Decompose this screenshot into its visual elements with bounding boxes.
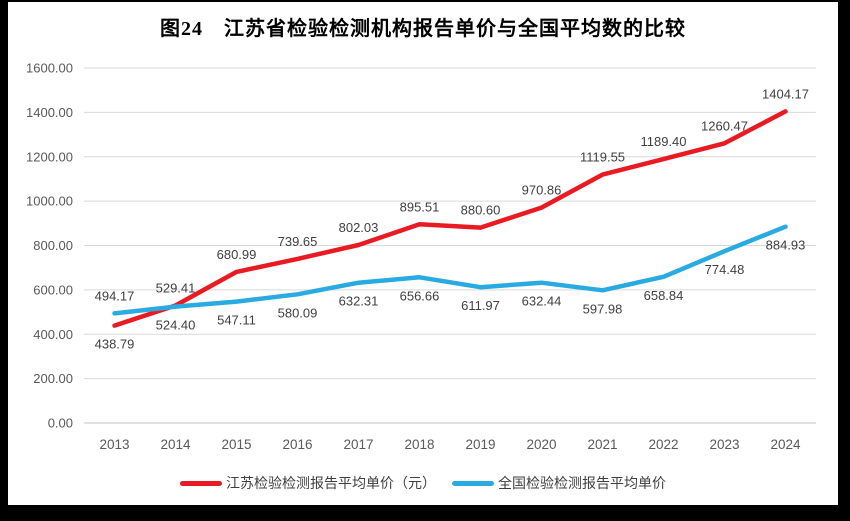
x-axis-tick-label: 2019 (465, 437, 495, 452)
x-axis-tick-label: 2021 (587, 437, 617, 452)
data-label: 1260.47 (701, 118, 748, 133)
line-chart-plot-area: 0.00 200.00 400.00 600.00 800.00 1000.00 1200.… (26, 61, 816, 452)
x-axis-tick-label: 2014 (160, 437, 191, 452)
x-axis-tick-label: 2024 (770, 437, 801, 452)
national-series-line (112, 224, 788, 316)
x-axis-tick-label: 2018 (404, 437, 434, 452)
data-label: 632.31 (339, 294, 379, 309)
data-label: 580.09 (278, 305, 318, 320)
chart-title: 图24 江苏省检验检测机构报告单价与全国平均数的比较 (160, 18, 686, 40)
data-label: 597.98 (583, 301, 623, 316)
data-label: 529.41 (156, 281, 196, 296)
x-axis-tick-label: 2022 (648, 437, 678, 452)
x-axis-tick-label: 2016 (282, 437, 312, 452)
data-label: 494.17 (95, 288, 135, 303)
y-axis-tick-label: 1600.00 (26, 61, 73, 76)
x-axis-tick-label: 2023 (709, 437, 739, 452)
jiangsu-series-line (112, 109, 788, 328)
data-label: 880.60 (461, 203, 501, 218)
data-label: 884.93 (766, 238, 806, 253)
legend-swatch-national-line (452, 480, 494, 486)
data-label: 739.65 (278, 234, 318, 249)
y-axis-tick-label: 600.00 (33, 282, 73, 297)
data-label: 802.03 (339, 220, 379, 235)
legend-swatch-jiangsu-line (180, 480, 222, 486)
data-label: 656.66 (400, 288, 440, 303)
y-axis-tick-label: 200.00 (33, 371, 73, 386)
y-axis-tick-label: 800.00 (33, 238, 73, 253)
data-label: 895.51 (400, 199, 440, 214)
legend-label-jiangsu: 江苏检验检测报告平均单价（元） (226, 475, 436, 491)
data-label: 774.48 (705, 262, 745, 277)
chart-legend: 江苏检验检测报告平均单价（元） 全国检验检测报告平均单价 (8, 473, 838, 493)
data-label: 1404.17 (762, 86, 809, 101)
y-axis-tick-label: 1400.00 (26, 105, 73, 120)
data-label: 680.99 (217, 247, 257, 262)
legend-item-jiangsu: 江苏检验检测报告平均单价（元） (180, 473, 436, 493)
x-axis-tick-label: 2017 (343, 437, 373, 452)
y-axis-tick-label: 400.00 (33, 327, 73, 342)
data-label: 524.40 (156, 318, 196, 333)
data-label: 1119.55 (580, 150, 625, 165)
y-axis-tick-label: 1000.00 (26, 194, 73, 209)
x-axis-tick-label: 2015 (221, 437, 251, 452)
data-label: 611.97 (461, 298, 500, 313)
legend-item-national: 全国检验检测报告平均单价 (452, 473, 666, 493)
data-label: 632.44 (522, 294, 562, 309)
data-label: 438.79 (95, 337, 135, 352)
legend-label-national: 全国检验检测报告平均单价 (498, 475, 666, 491)
data-label: 658.84 (644, 288, 684, 303)
y-axis-tick-label: 0.00 (48, 416, 73, 431)
y-axis-tick-label: 1200.00 (26, 149, 73, 164)
data-label: 970.86 (522, 183, 562, 198)
chart-card: 图24 江苏省检验检测机构报告单价与全国平均数的比较 0.00 200.00 400… (8, 2, 838, 505)
x-axis-tick-label: 2020 (526, 437, 556, 452)
data-label: 1189.40 (640, 134, 686, 149)
data-label: 547.11 (217, 313, 256, 328)
x-axis-tick-label: 2013 (99, 437, 129, 452)
